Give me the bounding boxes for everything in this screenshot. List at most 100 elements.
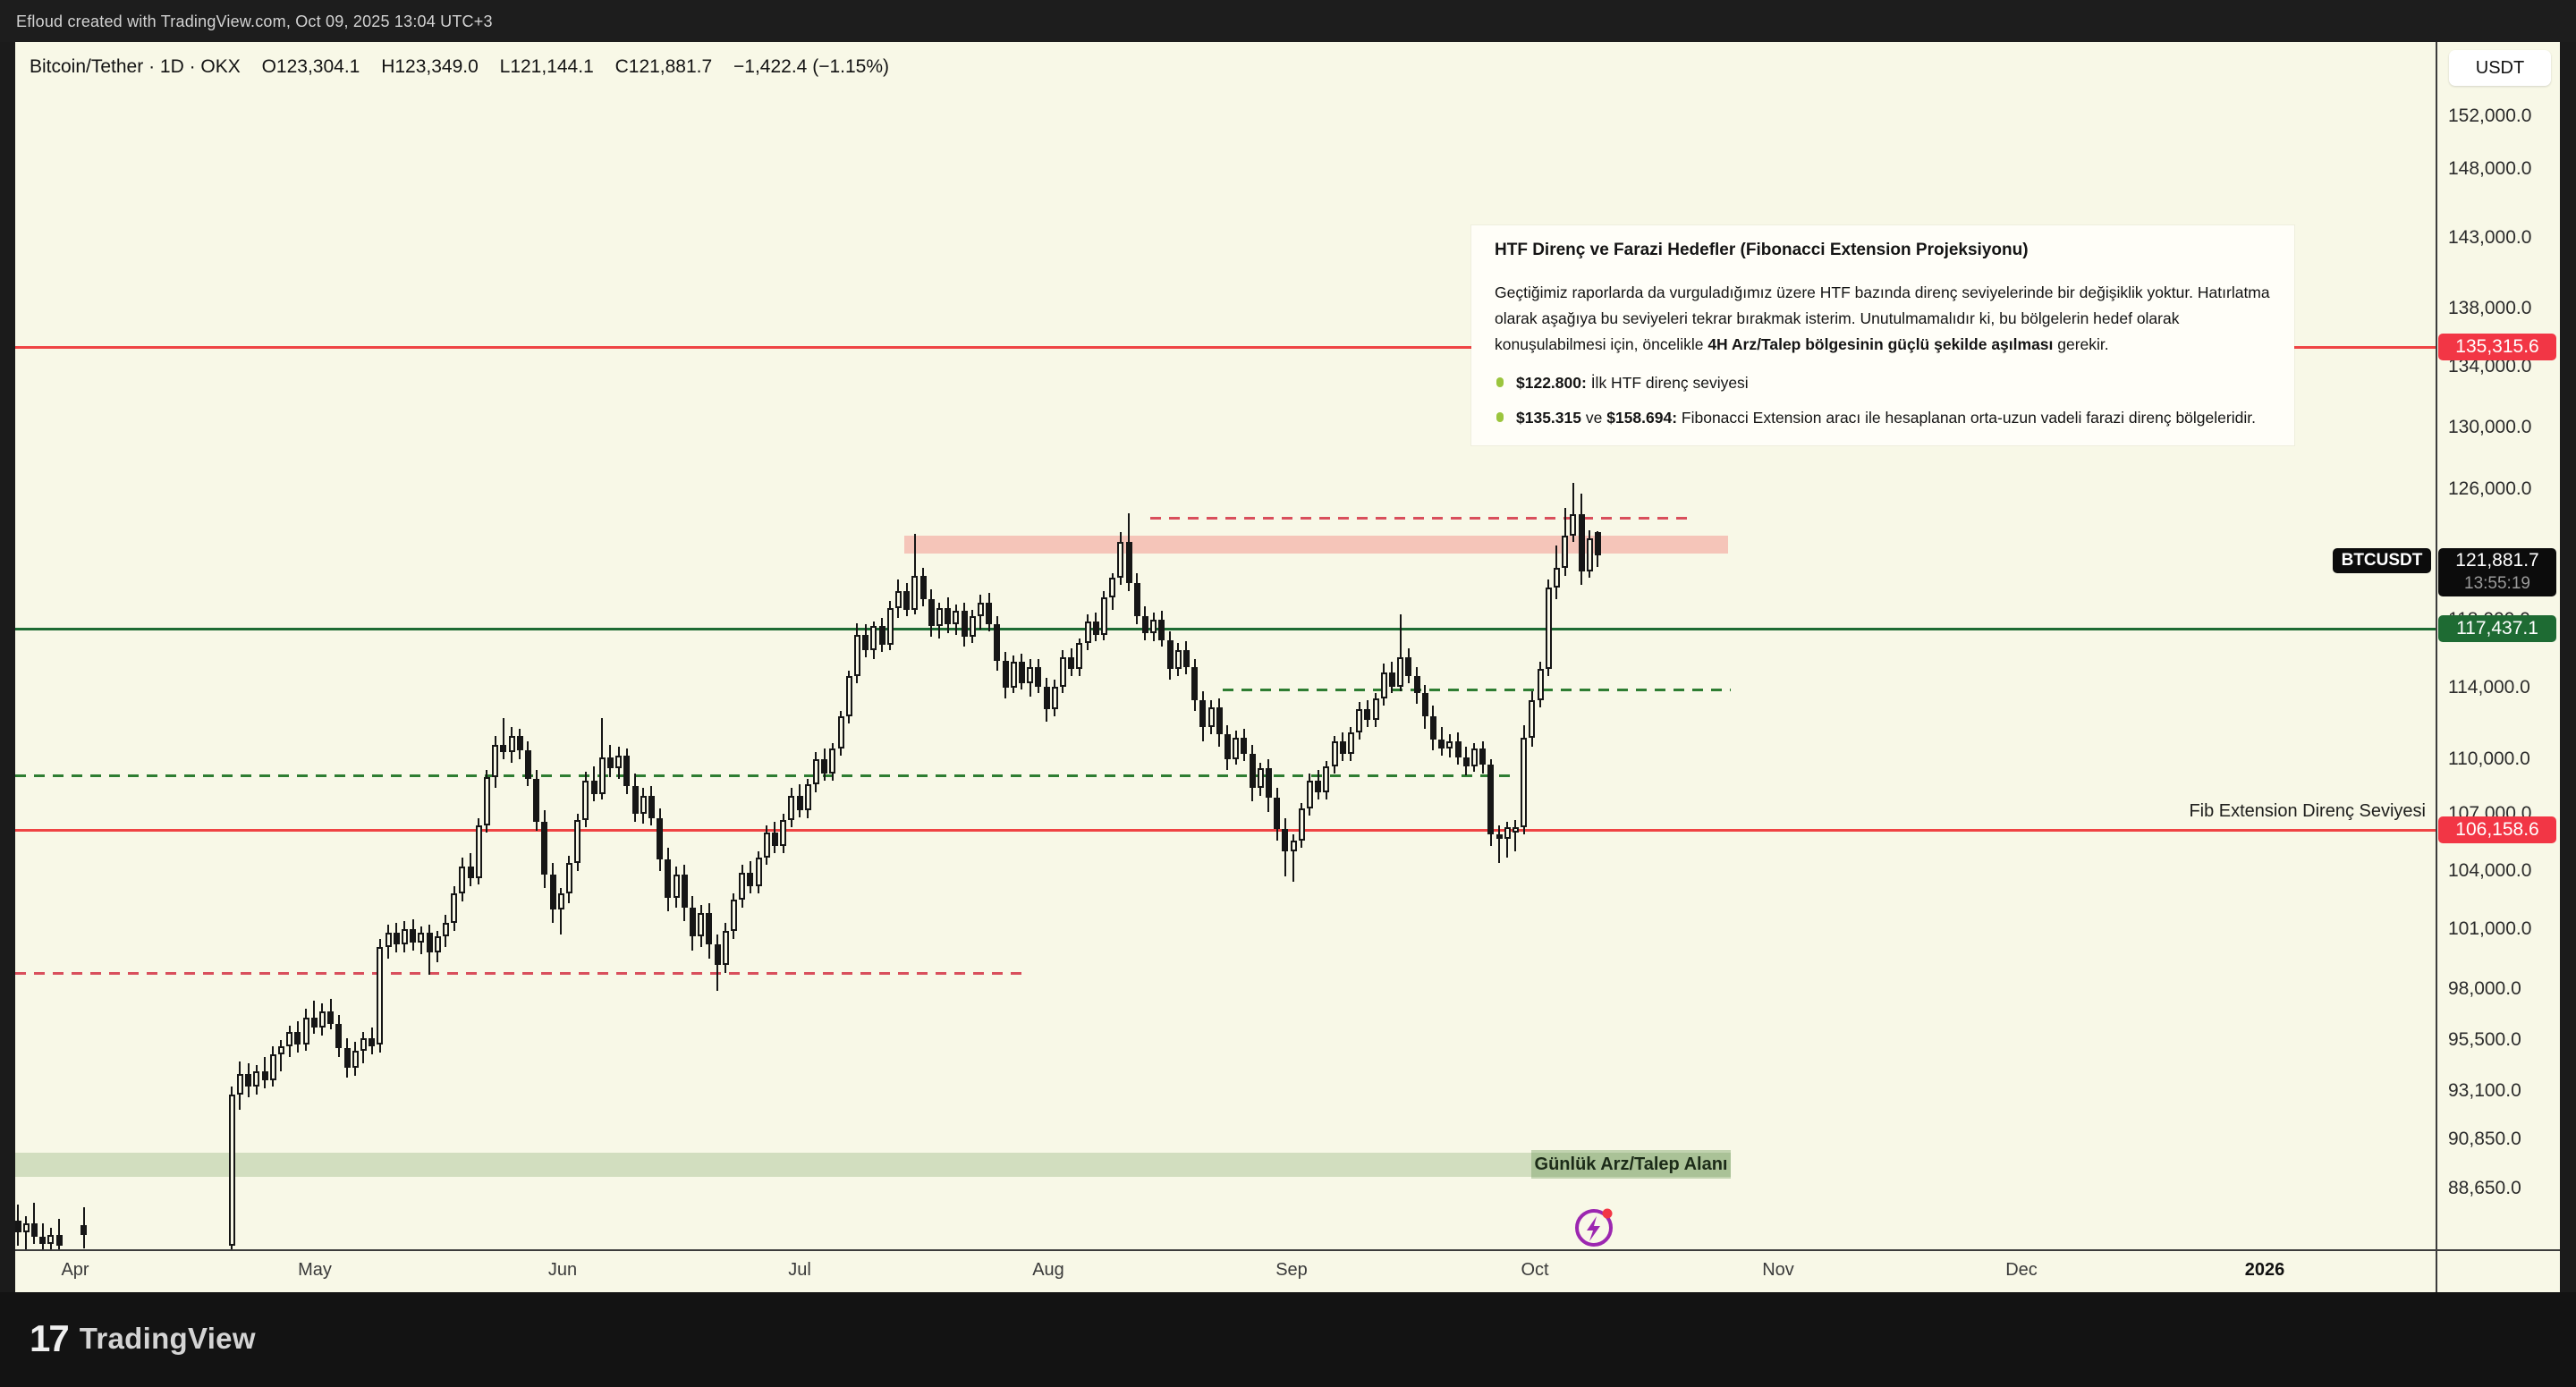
candle bbox=[1331, 740, 1338, 766]
candle bbox=[1191, 667, 1199, 701]
first-htf-resistance[interactable] bbox=[15, 628, 2436, 631]
candle bbox=[714, 944, 721, 965]
candle bbox=[261, 1071, 268, 1080]
candle bbox=[977, 603, 984, 617]
bar-countdown: 13:55:19 bbox=[2464, 573, 2530, 593]
symbol-legend[interactable]: Bitcoin/Tether · 1D · OKX O123,304.1 H12… bbox=[30, 56, 905, 80]
candle bbox=[598, 757, 606, 794]
note-paragraph: Geçtiğimiz raporlarda da vurguladığımız … bbox=[1495, 283, 2270, 353]
candle bbox=[549, 874, 556, 909]
candle bbox=[1364, 709, 1371, 720]
candle bbox=[1529, 700, 1536, 738]
candle bbox=[410, 928, 417, 943]
candle bbox=[722, 930, 729, 965]
candle bbox=[829, 748, 836, 774]
candle bbox=[739, 872, 746, 900]
candle bbox=[55, 1234, 63, 1247]
time-tick-dec: Dec bbox=[2005, 1260, 2038, 1280]
note-title: HTF Direnç ve Farazi Hedefler (Fibonacci… bbox=[1495, 241, 2029, 259]
attribution-text: Efloud created with TradingView.com, Oct… bbox=[16, 13, 493, 30]
candle bbox=[1141, 616, 1148, 633]
candle bbox=[294, 1031, 301, 1044]
green-dashed-lower[interactable] bbox=[15, 774, 1516, 778]
candle bbox=[953, 611, 960, 625]
candle bbox=[557, 893, 564, 909]
aug-high-dashed[interactable] bbox=[1150, 516, 1690, 520]
tradingview-logo[interactable]: 17 TradingView bbox=[30, 1317, 256, 1360]
june-low-dashed[interactable] bbox=[15, 971, 1026, 975]
time-tick-jun: Jun bbox=[547, 1260, 578, 1280]
candle bbox=[928, 599, 935, 627]
chart-plot-area[interactable] bbox=[15, 42, 2436, 1249]
candle bbox=[1076, 643, 1083, 670]
candle bbox=[1027, 667, 1034, 683]
candle bbox=[763, 833, 770, 858]
candle bbox=[1504, 826, 1511, 839]
candle bbox=[1010, 662, 1017, 689]
time-axis[interactable]: Apr May Jun Jul Aug Sep Oct Nov Dec 2026 bbox=[15, 1251, 2436, 1292]
daily-supply-demand-label[interactable]: Günlük Arz/Talep Alanı bbox=[1531, 1149, 1731, 1179]
candle bbox=[911, 576, 919, 610]
candle bbox=[360, 1037, 367, 1051]
candle bbox=[961, 611, 968, 637]
candle bbox=[1545, 588, 1552, 670]
flash-marker-icon[interactable] bbox=[1572, 1205, 1616, 1249]
candle bbox=[302, 1017, 309, 1044]
candle bbox=[1521, 737, 1528, 827]
bullet-dot-icon bbox=[1496, 377, 1504, 387]
candle bbox=[919, 576, 927, 600]
candle bbox=[1290, 840, 1297, 852]
candle bbox=[1265, 768, 1272, 798]
candle bbox=[318, 1011, 326, 1028]
candle bbox=[1306, 781, 1313, 809]
candle bbox=[1257, 768, 1264, 789]
candle bbox=[1208, 707, 1215, 727]
candle bbox=[1570, 514, 1577, 536]
candle bbox=[1421, 693, 1428, 716]
htf-fib-resistance-upper[interactable] bbox=[15, 346, 2436, 350]
candle bbox=[385, 933, 392, 947]
supply-zone-4h[interactable] bbox=[904, 535, 1728, 554]
candle bbox=[1413, 675, 1420, 694]
ohlc-low: L121,144.1 bbox=[499, 56, 594, 77]
time-tick-jul: Jul bbox=[788, 1260, 811, 1280]
candle bbox=[1380, 672, 1387, 699]
candle bbox=[393, 933, 400, 945]
candle bbox=[1092, 621, 1099, 635]
candle bbox=[771, 833, 778, 846]
candle bbox=[30, 1222, 38, 1238]
candle bbox=[236, 1073, 243, 1095]
fib-resistance-label[interactable]: Fib Extension Direnç Seviyesi bbox=[2189, 800, 2426, 821]
candle bbox=[780, 819, 787, 846]
candle bbox=[492, 744, 499, 778]
candle-wick bbox=[502, 717, 504, 759]
symbol-title: Bitcoin/Tether · 1D · OKX bbox=[30, 56, 241, 77]
candle bbox=[994, 624, 1001, 661]
price-axis[interactable]: USDT 152,000.0 148,000.0 143,000.0 138,000.… bbox=[2437, 42, 2560, 1249]
candle bbox=[541, 821, 548, 875]
candle bbox=[1470, 748, 1478, 766]
candle bbox=[936, 607, 943, 627]
candle bbox=[1174, 649, 1182, 670]
ohlc-high: H123,349.0 bbox=[381, 56, 479, 77]
candle bbox=[352, 1050, 359, 1068]
candle bbox=[1199, 700, 1207, 727]
candle bbox=[1323, 765, 1330, 792]
candle bbox=[615, 755, 623, 768]
candle bbox=[1109, 578, 1116, 598]
candle bbox=[451, 893, 458, 924]
daily-supply-demand-zone[interactable] bbox=[15, 1152, 1731, 1178]
candle bbox=[657, 817, 664, 859]
currency-toggle-button[interactable]: USDT bbox=[2449, 50, 2551, 86]
bullet-dot-icon bbox=[1496, 412, 1504, 422]
candle bbox=[862, 634, 869, 650]
candle bbox=[969, 616, 976, 637]
candle-wick bbox=[58, 1218, 60, 1249]
fib-extension-resistance[interactable] bbox=[15, 828, 2436, 832]
annotation-note[interactable]: HTF Direnç ve Farazi Hedefler (Fibonacci… bbox=[1471, 225, 2294, 445]
candle bbox=[631, 786, 639, 815]
price-tick-label: 110,000.0 bbox=[2448, 748, 2530, 769]
price-tick-label: 93,100.0 bbox=[2448, 1079, 2521, 1101]
candle bbox=[1438, 739, 1445, 748]
green-dashed-upper[interactable] bbox=[1223, 689, 1731, 692]
